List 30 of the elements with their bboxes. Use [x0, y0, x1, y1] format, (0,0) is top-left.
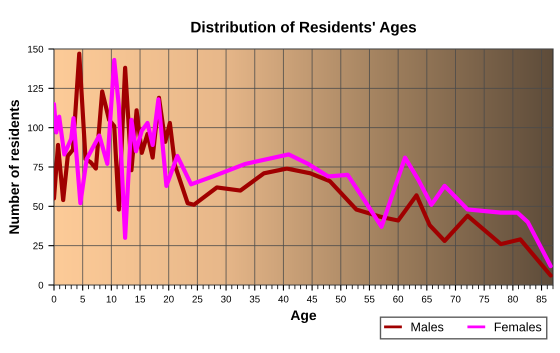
x-tick-label: 0: [52, 296, 56, 303]
y-tick-label: 100: [28, 124, 44, 132]
x-tick-label: 85: [536, 296, 547, 303]
y-tick-label: 75: [33, 164, 44, 171]
x-tick-label: 35: [250, 296, 260, 303]
x-tick-label: 30: [221, 296, 232, 303]
x-tick-label: 50: [336, 296, 346, 303]
x-tick-label: 20: [164, 296, 174, 303]
x-tick-label: 80: [508, 296, 518, 303]
y-axis-title: Number of residents: [8, 100, 20, 234]
x-tick-label: 10: [106, 296, 116, 303]
y-tick-label: 150: [28, 46, 44, 53]
x-tick-label: 75: [479, 296, 490, 303]
x-tick-label: 5: [80, 296, 85, 303]
y-tick-label: 25: [33, 242, 44, 250]
x-tick-label: 45: [306, 296, 318, 303]
y-tick-label: 125: [28, 85, 44, 92]
x-axis-title: Age: [290, 310, 316, 323]
y-tick-label: 0: [38, 282, 44, 289]
legend-label: Males: [412, 322, 444, 332]
x-tick-label: 40: [278, 296, 288, 303]
x-tick-label: 60: [393, 296, 404, 303]
y-tick-label: 50: [33, 203, 44, 210]
chart-title: Distribution of Residents' Ages: [191, 21, 416, 36]
x-tick-label: 25: [192, 296, 202, 303]
legend-label: Females: [494, 322, 542, 332]
x-tick-label: 55: [364, 296, 374, 303]
x-tick-label: 70: [450, 296, 461, 303]
x-tick-label: 15: [135, 296, 146, 303]
x-tick-label: 65: [422, 296, 432, 303]
